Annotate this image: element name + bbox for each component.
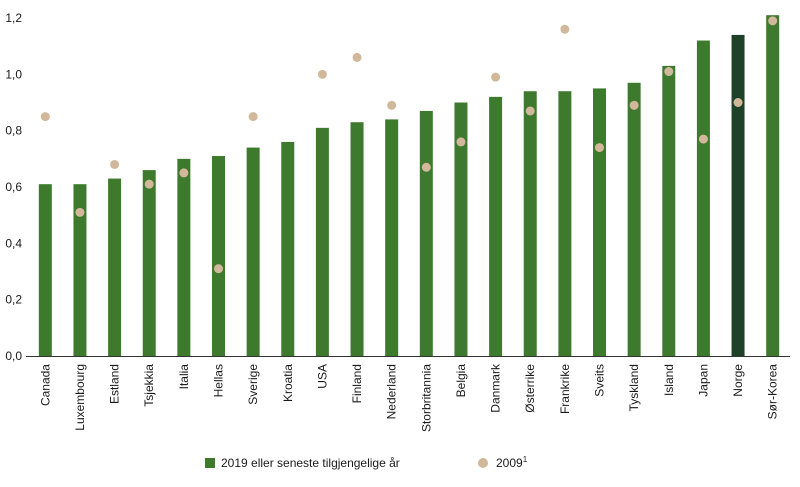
y-tick-label: 0,4 <box>5 236 22 250</box>
x-tick-label: Østerrike <box>523 364 537 413</box>
dot <box>733 98 743 107</box>
legend-label-dots: 20091 <box>496 455 528 470</box>
x-axis-ticks: Canada Luxembourg Estland Tsjekkia Italia Hel… <box>38 363 779 432</box>
bar <box>696 40 710 357</box>
bar <box>246 147 260 356</box>
x-tick-label: Kroatia <box>281 364 295 402</box>
dot <box>248 112 258 122</box>
dot <box>387 100 397 110</box>
dot <box>595 143 604 153</box>
bar <box>177 158 191 356</box>
x-tick-label: USA <box>315 364 329 389</box>
dot <box>110 159 120 169</box>
legend-swatch-dots <box>478 458 488 468</box>
dot <box>768 16 778 26</box>
x-tick-label: Sveits <box>593 364 607 397</box>
legend-swatch-bars <box>205 458 215 468</box>
dot <box>664 67 674 77</box>
bar <box>627 82 641 357</box>
dot <box>491 72 501 82</box>
dot-series <box>40 16 778 274</box>
y-tick-label: 1,2 <box>5 11 22 25</box>
bar <box>558 91 572 356</box>
dot <box>560 24 570 34</box>
bar <box>662 65 676 356</box>
y-axis-ticks: 0,0 0,2 0,4 0,6 0,8 1,0 1,2 <box>5 11 22 363</box>
dot <box>352 52 362 62</box>
y-tick-label: 0,6 <box>5 180 22 194</box>
legend-footnote-marker: 1 <box>523 455 528 464</box>
bar <box>73 184 87 356</box>
x-tick-label: Luxembourg <box>73 364 87 431</box>
dot <box>317 69 327 79</box>
bar-series <box>38 15 780 357</box>
x-tick-label: Tyskland <box>627 364 641 411</box>
bar <box>419 110 433 356</box>
dot <box>75 207 85 217</box>
x-tick-label: Norge <box>731 364 745 397</box>
x-tick-label: Estland <box>108 364 122 404</box>
legend: 2019 eller seneste tilgjengelige år 2009… <box>205 455 528 470</box>
bar <box>454 102 468 356</box>
dot <box>456 137 466 147</box>
bar <box>350 122 364 356</box>
dot <box>698 134 708 144</box>
x-tick-label: Tsjekkia <box>142 364 156 407</box>
dot <box>179 168 189 178</box>
dot <box>214 264 223 274</box>
x-tick-label: Sør-Korea <box>766 364 780 420</box>
x-tick-label: Frankrike <box>558 364 572 414</box>
y-tick-label: 0,2 <box>5 293 22 307</box>
bar <box>489 96 503 356</box>
x-tick-label: Japan <box>696 364 710 397</box>
x-tick-label: Canada <box>38 364 52 406</box>
y-tick-label: 0,0 <box>5 349 22 363</box>
x-tick-label: Belgia <box>454 364 468 398</box>
bar <box>731 34 745 357</box>
bar <box>142 170 156 356</box>
bar <box>315 127 329 356</box>
dot <box>144 179 154 189</box>
dot <box>40 112 50 122</box>
dot <box>629 100 639 110</box>
x-tick-label: Italia <box>177 364 191 390</box>
x-tick-label: Sverige <box>246 364 260 405</box>
bar <box>38 184 52 356</box>
x-tick-label: Nederland <box>385 364 399 419</box>
dot <box>525 106 535 116</box>
x-tick-label: Finland <box>350 364 364 403</box>
y-tick-label: 0,8 <box>5 124 22 138</box>
bar <box>593 88 606 357</box>
y-tick-label: 1,0 <box>5 67 22 81</box>
bar <box>281 141 295 356</box>
bar <box>108 178 122 356</box>
bar <box>766 15 780 357</box>
bar <box>385 119 399 357</box>
x-tick-label: Hellas <box>212 364 226 397</box>
x-tick-label: Island <box>662 364 676 396</box>
x-tick-label: Danmark <box>489 363 503 413</box>
x-tick-label: Storbritannia <box>419 364 433 432</box>
legend-label-bars: 2019 eller seneste tilgjengelige år <box>221 456 400 470</box>
legend-label-dots-text: 2009 <box>496 456 523 470</box>
bar <box>523 91 537 356</box>
bar <box>212 156 225 356</box>
dot <box>421 162 431 172</box>
